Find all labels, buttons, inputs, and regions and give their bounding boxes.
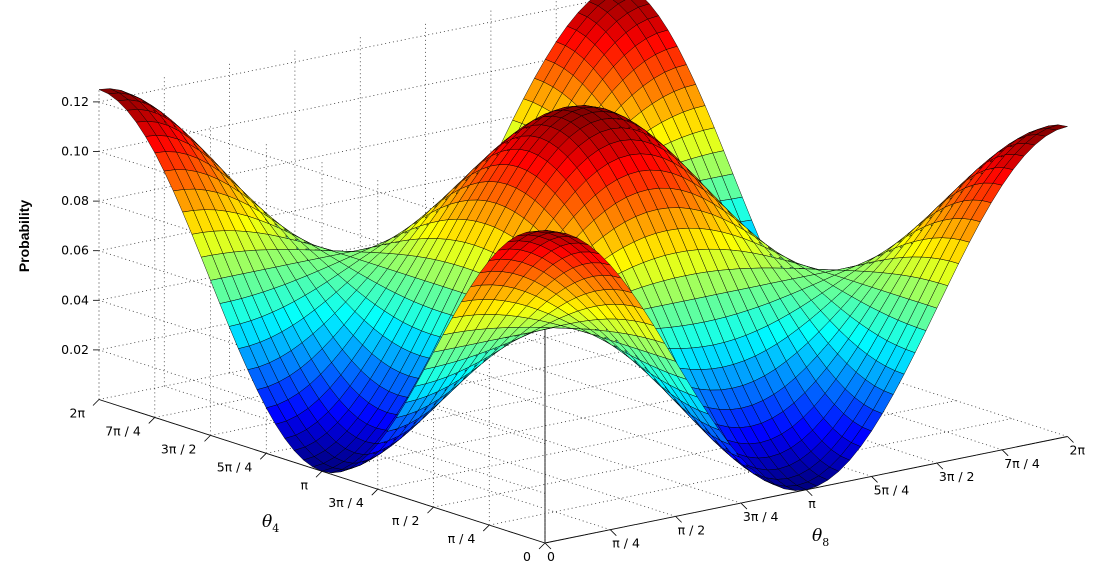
z-tick-label: 0.02 [61, 342, 89, 357]
x-tick-label: 5π / 4 [874, 482, 910, 497]
x-tick-label: π / 2 [678, 522, 706, 537]
x-axis-label-sub: 8 [822, 536, 829, 549]
x-tick-label: 3π / 4 [743, 509, 779, 524]
y-tick-label: 7π / 4 [105, 423, 141, 438]
z-tick-label: 0.04 [61, 292, 89, 307]
y-tick-label: π [300, 477, 308, 492]
x-tick-label: π [808, 496, 816, 511]
x-tick-mark [1001, 449, 1009, 457]
tick-labels: 0 π / 4 π / 2 3π / 4 π 5π / 4 3π / 2 7π / 4 2π 0 π… [61, 94, 1085, 562]
x-tick-mark [936, 462, 944, 470]
x-tick-mark [1067, 436, 1074, 443]
surface-patch [588, 0, 606, 6]
y-tick-mark [538, 542, 546, 550]
y-tick-label: π / 2 [392, 513, 420, 528]
x-axis-label-main: θ [812, 526, 822, 546]
y-tick-mark [204, 435, 211, 442]
x-tick-label: 0 [547, 549, 555, 562]
z-tick-label: 0.10 [61, 144, 89, 159]
y-axis-label: θ4 [262, 512, 279, 535]
y-tick-label: π / 4 [448, 531, 476, 546]
x-tick-mark [544, 542, 552, 550]
y-tick-mark [371, 488, 379, 496]
z-tick-label: 0.06 [61, 243, 89, 258]
x-tick-mark [805, 489, 813, 497]
x-tick-mark [675, 516, 682, 523]
y-tick-mark [427, 506, 434, 514]
x-tick-mark [740, 502, 748, 510]
y-tick-label: 0 [523, 549, 531, 562]
floor-grid-line [489, 418, 1012, 526]
x-tick-label: π / 4 [612, 536, 640, 551]
surface-patch [612, 0, 626, 5]
y-tick-mark [148, 417, 156, 424]
z-tick-label: 0.12 [61, 94, 89, 109]
surface-mesh [98, 0, 1068, 491]
y-tick-label: 2π [70, 406, 86, 421]
y-tick-label: 3π / 2 [161, 441, 197, 456]
x-tick-mark [871, 476, 878, 483]
x-axis-label: θ8 [812, 526, 829, 549]
x-tick-label: 7π / 4 [1004, 456, 1040, 471]
x-tick-label: 3π / 2 [939, 469, 975, 484]
y-axis-label-main: θ [262, 512, 272, 532]
y-tick-label: 3π / 4 [328, 495, 364, 510]
floor-grid-line [544, 436, 1068, 544]
z-tick-label: 0.08 [61, 193, 89, 208]
z-axis-label: Probability [16, 200, 32, 273]
y-axis-label-sub: 4 [272, 522, 279, 535]
y-tick-mark [92, 399, 100, 406]
surface-patch [1047, 124, 1068, 131]
y-tick-mark [482, 524, 490, 532]
x-tick-mark [610, 529, 617, 536]
back-grid-line [98, 0, 601, 103]
y-tick-mark [315, 470, 323, 478]
y-tick-mark [259, 453, 267, 460]
y-tick-label: 5π / 4 [217, 459, 253, 474]
x-tick-label: 2π [1070, 443, 1086, 458]
